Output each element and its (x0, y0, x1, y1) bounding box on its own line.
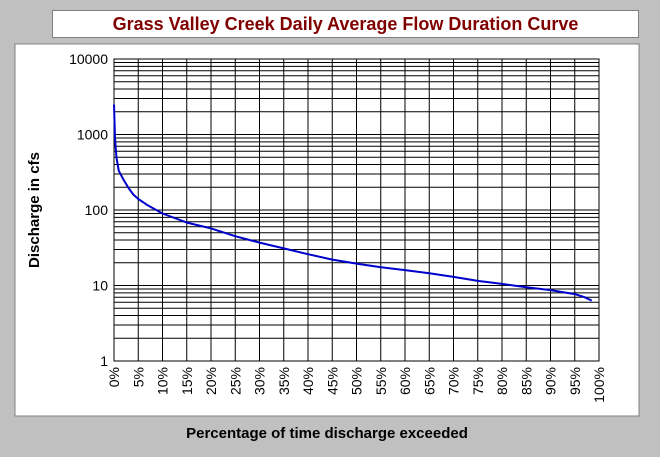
x-tick-label: 85% (518, 367, 534, 395)
y-tick-label: 100 (85, 202, 109, 218)
chart-title-box: Grass Valley Creek Daily Average Flow Du… (52, 10, 639, 38)
plot-panel (14, 43, 640, 417)
x-tick-label: 15% (179, 367, 195, 395)
plot-border (113, 58, 600, 362)
x-tick-label: 90% (543, 367, 559, 395)
x-axis-title: Percentage of time discharge exceeded (186, 425, 468, 442)
x-tick-label: 70% (446, 367, 462, 395)
x-tick-label: 60% (397, 367, 413, 395)
x-tick-label: 0% (106, 367, 122, 387)
x-tick-label: 35% (276, 367, 292, 395)
y-tick-label: 1000 (77, 127, 108, 143)
y-tick-label: 10000 (69, 51, 108, 67)
chart-title: Grass Valley Creek Daily Average Flow Du… (112, 13, 579, 34)
y-tick-label: 10 (92, 278, 108, 294)
x-tick-label: 25% (227, 367, 243, 395)
x-tick-label: 65% (421, 367, 437, 395)
x-tick-label: 55% (373, 367, 389, 395)
gridlines (113, 59, 600, 362)
x-tick-labels: 0% 5% 10% 15% 20% 25% 30% 35% 40% 45% 50% 55% 60% 65%… (106, 367, 607, 403)
x-tick-label: 75% (470, 367, 486, 395)
x-tick-label: 45% (324, 367, 340, 395)
x-tick-label: 50% (349, 367, 365, 395)
x-tick-label: 30% (252, 367, 268, 395)
x-tick-label: 40% (300, 367, 316, 395)
y-axis-title: Discharge in cfs (26, 152, 43, 268)
y-tick-labels: 1 10 100 1000 10000 (69, 51, 108, 369)
series-layer (113, 104, 593, 302)
x-tick-label: 100% (591, 367, 607, 403)
x-tick-label: 95% (567, 367, 583, 395)
y-tick-label: 1 (100, 353, 108, 369)
flow-duration-line (113, 104, 593, 302)
x-tick-label: 10% (155, 367, 171, 395)
x-tick-label: 80% (494, 367, 510, 395)
x-tick-label: 20% (203, 367, 219, 395)
x-tick-label: 5% (130, 367, 146, 387)
